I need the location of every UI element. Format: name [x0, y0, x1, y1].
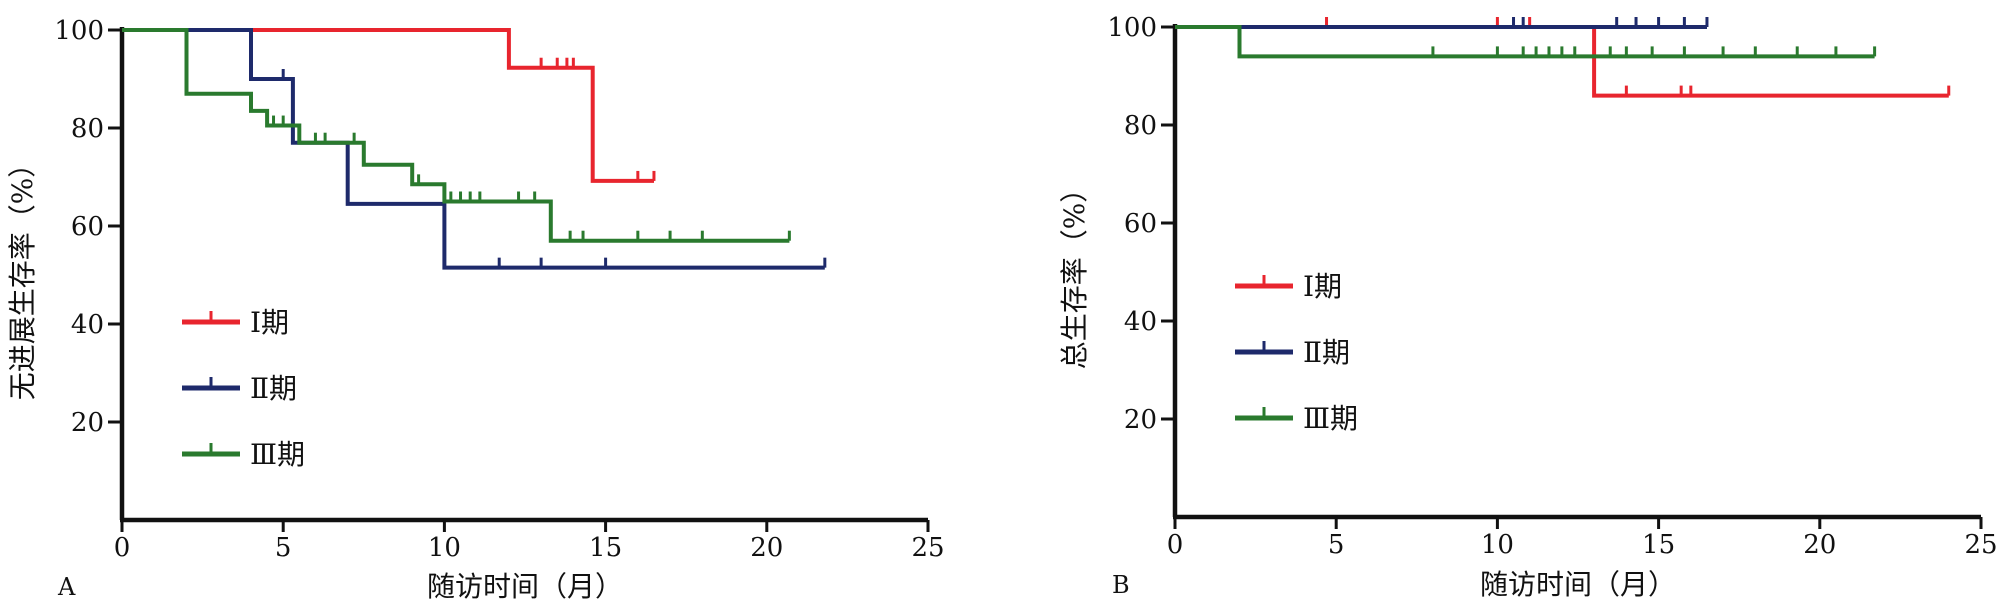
x-tick-label: 25	[1964, 530, 1997, 560]
legend-label-2: Ⅱ期	[1303, 336, 1350, 369]
x-tick-label: 0	[1167, 530, 1184, 560]
y-tick-label: 100	[54, 16, 104, 46]
x-tick-label: 10	[1481, 530, 1514, 560]
y-tick-label: 20	[71, 408, 104, 438]
x-tick-label: 15	[589, 533, 622, 563]
y-tick-label: 60	[71, 212, 104, 242]
y-axis-label: 总生存率（%）	[1058, 175, 1091, 370]
legend-label-3: Ⅲ期	[250, 438, 305, 471]
legend-label-3: Ⅲ期	[1303, 402, 1358, 435]
x-axis-label: 随访时间（月）	[427, 570, 623, 603]
panel-label: B	[1112, 571, 1130, 599]
y-tick-label: 40	[1124, 307, 1157, 337]
series-line-3	[122, 28, 790, 243]
y-tick-label: 40	[71, 310, 104, 340]
x-tick-label: 20	[1803, 530, 1836, 560]
x-tick-label: 20	[750, 533, 783, 563]
legend-label-1: Ⅰ期	[1303, 270, 1342, 303]
series-line-2	[122, 28, 825, 270]
panel-label: A	[57, 573, 76, 601]
y-tick-label: 80	[1124, 111, 1157, 141]
y-tick-label: 60	[1124, 209, 1157, 239]
legend-label-1: Ⅰ期	[250, 306, 289, 339]
x-tick-label: 25	[911, 533, 944, 563]
y-tick-label: 80	[71, 114, 104, 144]
series-line-3	[1175, 25, 1875, 59]
series-line-1	[122, 28, 654, 183]
panel-a-chart: 0 5 10 15 20 25 20 40 60 80 100 随访时间（月） 无进展生存率（%） A Ⅰ期…	[6, 16, 945, 603]
x-axis-label: 随访时间（月）	[1480, 568, 1676, 601]
x-tick-label: 10	[428, 533, 461, 563]
y-tick-label: 20	[1124, 405, 1157, 435]
panel-b-chart: 0 5 10 15 20 25 20 40 60 80 100 随访时间（月） 总生存率（%） B Ⅰ期 Ⅱ期…	[1058, 13, 1998, 601]
x-tick-label: 5	[275, 533, 292, 563]
series-line-1	[1175, 25, 1949, 98]
legend-label-2: Ⅱ期	[250, 372, 297, 405]
x-tick-label: 0	[114, 533, 131, 563]
x-tick-label: 5	[1328, 530, 1345, 560]
x-tick-label: 15	[1642, 530, 1675, 560]
y-axis-label: 无进展生存率（%）	[6, 150, 39, 401]
y-tick-label: 100	[1107, 13, 1157, 43]
